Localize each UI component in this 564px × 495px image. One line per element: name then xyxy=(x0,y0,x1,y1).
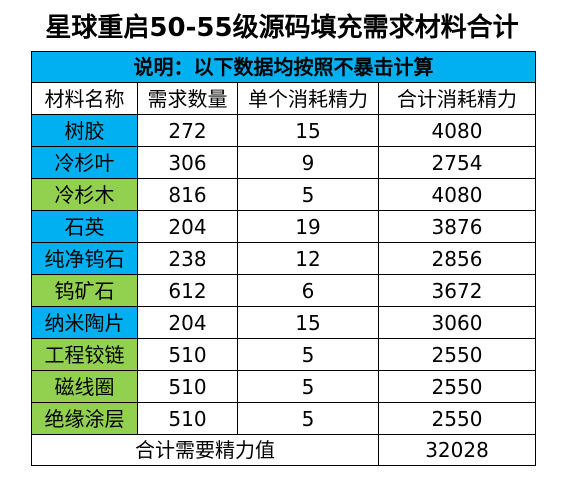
unit-energy-cell: 5 xyxy=(237,402,379,435)
material-name-cell: 冷杉木 xyxy=(31,178,138,211)
table-row: 磁线圈 510 5 2550 xyxy=(31,370,536,403)
unit-energy-cell: 5 xyxy=(237,178,379,211)
material-name-cell: 钨矿石 xyxy=(31,274,138,307)
quantity-cell: 204 xyxy=(137,210,238,243)
unit-energy-cell: 9 xyxy=(237,146,379,179)
quantity-cell: 510 xyxy=(137,402,238,435)
quantity-cell: 816 xyxy=(137,178,238,211)
page-title: 星球重启50-55级源码填充需求材料合计 xyxy=(45,13,519,43)
quantity-cell: 272 xyxy=(137,114,238,147)
header-row: 材料名称 需求数量 单个消耗精力 合计消耗精力 xyxy=(31,82,536,115)
quantity-cell: 612 xyxy=(137,274,238,307)
total-energy-cell: 2550 xyxy=(378,370,536,403)
total-energy-cell: 4080 xyxy=(378,114,536,147)
total-energy-cell: 3876 xyxy=(378,210,536,243)
total-energy-cell: 2550 xyxy=(378,402,536,435)
header-total-energy: 合计消耗精力 xyxy=(378,82,536,115)
total-energy-cell: 3672 xyxy=(378,274,536,307)
material-name-cell: 冷杉叶 xyxy=(31,146,138,179)
material-name-cell: 工程铰链 xyxy=(31,338,138,371)
total-energy-cell: 4080 xyxy=(378,178,536,211)
unit-energy-cell: 5 xyxy=(237,338,379,371)
material-name-cell: 树胶 xyxy=(31,114,138,147)
quantity-cell: 306 xyxy=(137,146,238,179)
table-row: 冷杉叶 306 9 2754 xyxy=(31,146,536,179)
material-name-cell: 绝缘涂层 xyxy=(31,402,138,435)
total-energy-cell: 2856 xyxy=(378,242,536,275)
header-required-quantity: 需求数量 xyxy=(137,82,238,115)
table-row: 纯净钨石 238 12 2856 xyxy=(31,242,536,275)
material-name-cell: 纯净钨石 xyxy=(31,242,138,275)
total-value: 32028 xyxy=(378,434,536,466)
table-row: 绝缘涂层 510 5 2550 xyxy=(31,402,536,435)
unit-energy-cell: 5 xyxy=(237,370,379,403)
materials-table: 说明：以下数据均按照不暴击计算 材料名称 需求数量 单个消耗精力 合计消耗精力 … xyxy=(31,51,536,466)
material-name-cell: 纳米陶片 xyxy=(31,306,138,339)
unit-energy-cell: 15 xyxy=(237,306,379,339)
material-name-cell: 石英 xyxy=(31,210,138,243)
table-row: 树胶 272 15 4080 xyxy=(31,114,536,147)
quantity-cell: 510 xyxy=(137,370,238,403)
unit-energy-cell: 6 xyxy=(237,274,379,307)
total-energy-cell: 2754 xyxy=(378,146,536,179)
material-name-cell: 磁线圈 xyxy=(31,370,138,403)
total-label: 合计需要精力值 xyxy=(31,434,379,466)
quantity-cell: 204 xyxy=(137,306,238,339)
unit-energy-cell: 15 xyxy=(237,114,379,147)
note-row: 说明：以下数据均按照不暴击计算 xyxy=(31,51,536,83)
table-row: 冷杉木 816 5 4080 xyxy=(31,178,536,211)
table-row: 钨矿石 612 6 3672 xyxy=(31,274,536,307)
quantity-cell: 238 xyxy=(137,242,238,275)
note-banner: 说明：以下数据均按照不暴击计算 xyxy=(31,51,536,83)
unit-energy-cell: 12 xyxy=(237,242,379,275)
table-row: 石英 204 19 3876 xyxy=(31,210,536,243)
total-row: 合计需要精力值 32028 xyxy=(31,434,536,466)
quantity-cell: 510 xyxy=(137,338,238,371)
unit-energy-cell: 19 xyxy=(237,210,379,243)
table-row: 纳米陶片 204 15 3060 xyxy=(31,306,536,339)
table-row: 工程铰链 510 5 2550 xyxy=(31,338,536,371)
total-energy-cell: 2550 xyxy=(378,338,536,371)
header-material-name: 材料名称 xyxy=(31,82,138,115)
total-energy-cell: 3060 xyxy=(378,306,536,339)
header-unit-energy: 单个消耗精力 xyxy=(237,82,379,115)
